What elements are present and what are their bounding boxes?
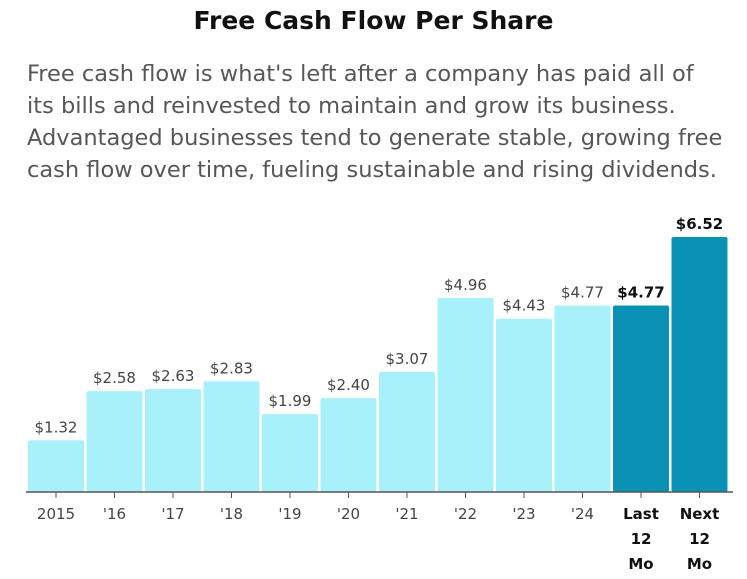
data-label-1: $2.58 — [93, 369, 136, 387]
chart-description: Free cash flow is what's left after a co… — [27, 61, 723, 183]
data-label-0: $1.32 — [35, 418, 78, 436]
x-tick-label-10-2: Mo — [628, 555, 653, 573]
data-label-10: $4.77 — [617, 283, 664, 301]
x-tick-label-10-1: 12 — [631, 530, 652, 548]
data-label-5: $2.40 — [327, 376, 370, 394]
x-tick-label-8: '23 — [512, 505, 535, 523]
x-tick-label-11-0: Next — [680, 505, 720, 523]
bar-11 — [671, 237, 728, 492]
bar-6 — [379, 371, 435, 492]
data-label-9: $4.77 — [561, 283, 604, 301]
bar-10 — [613, 305, 669, 492]
bar-4 — [262, 414, 318, 492]
data-label-3: $2.83 — [210, 359, 253, 377]
bar-7 — [437, 298, 494, 492]
x-tick-label-7: '22 — [454, 505, 477, 523]
data-label-2: $2.63 — [152, 367, 195, 385]
x-tick-label-9: '24 — [571, 505, 594, 523]
x-tick-label-6: '21 — [395, 505, 418, 523]
x-tick-label-2: '17 — [161, 505, 184, 523]
data-label-8: $4.43 — [503, 297, 546, 315]
data-label-6: $3.07 — [386, 350, 429, 368]
bar-8 — [496, 318, 552, 492]
data-label-4: $1.99 — [269, 392, 312, 410]
data-label-11: $6.52 — [676, 215, 723, 233]
x-tick-label-4: '19 — [278, 505, 301, 523]
bar-3 — [203, 381, 260, 492]
x-tick-label-0: 2015 — [37, 505, 75, 523]
bar-5 — [320, 398, 377, 492]
bar-2 — [145, 389, 201, 492]
x-tick-label-1: '16 — [103, 505, 126, 523]
x-tick-label-5: '20 — [337, 505, 360, 523]
bar-0 — [28, 440, 84, 492]
x-tick-label-11-2: Mo — [687, 555, 712, 573]
data-label-7: $4.96 — [444, 276, 487, 294]
x-tick-label-10-0: Last — [623, 505, 659, 523]
bar-9 — [554, 305, 611, 492]
x-tick-label-3: '18 — [220, 505, 243, 523]
x-tick-label-11-1: 12 — [689, 530, 710, 548]
bar-1 — [86, 391, 143, 492]
chart-title: Free Cash Flow Per Share — [193, 6, 554, 35]
